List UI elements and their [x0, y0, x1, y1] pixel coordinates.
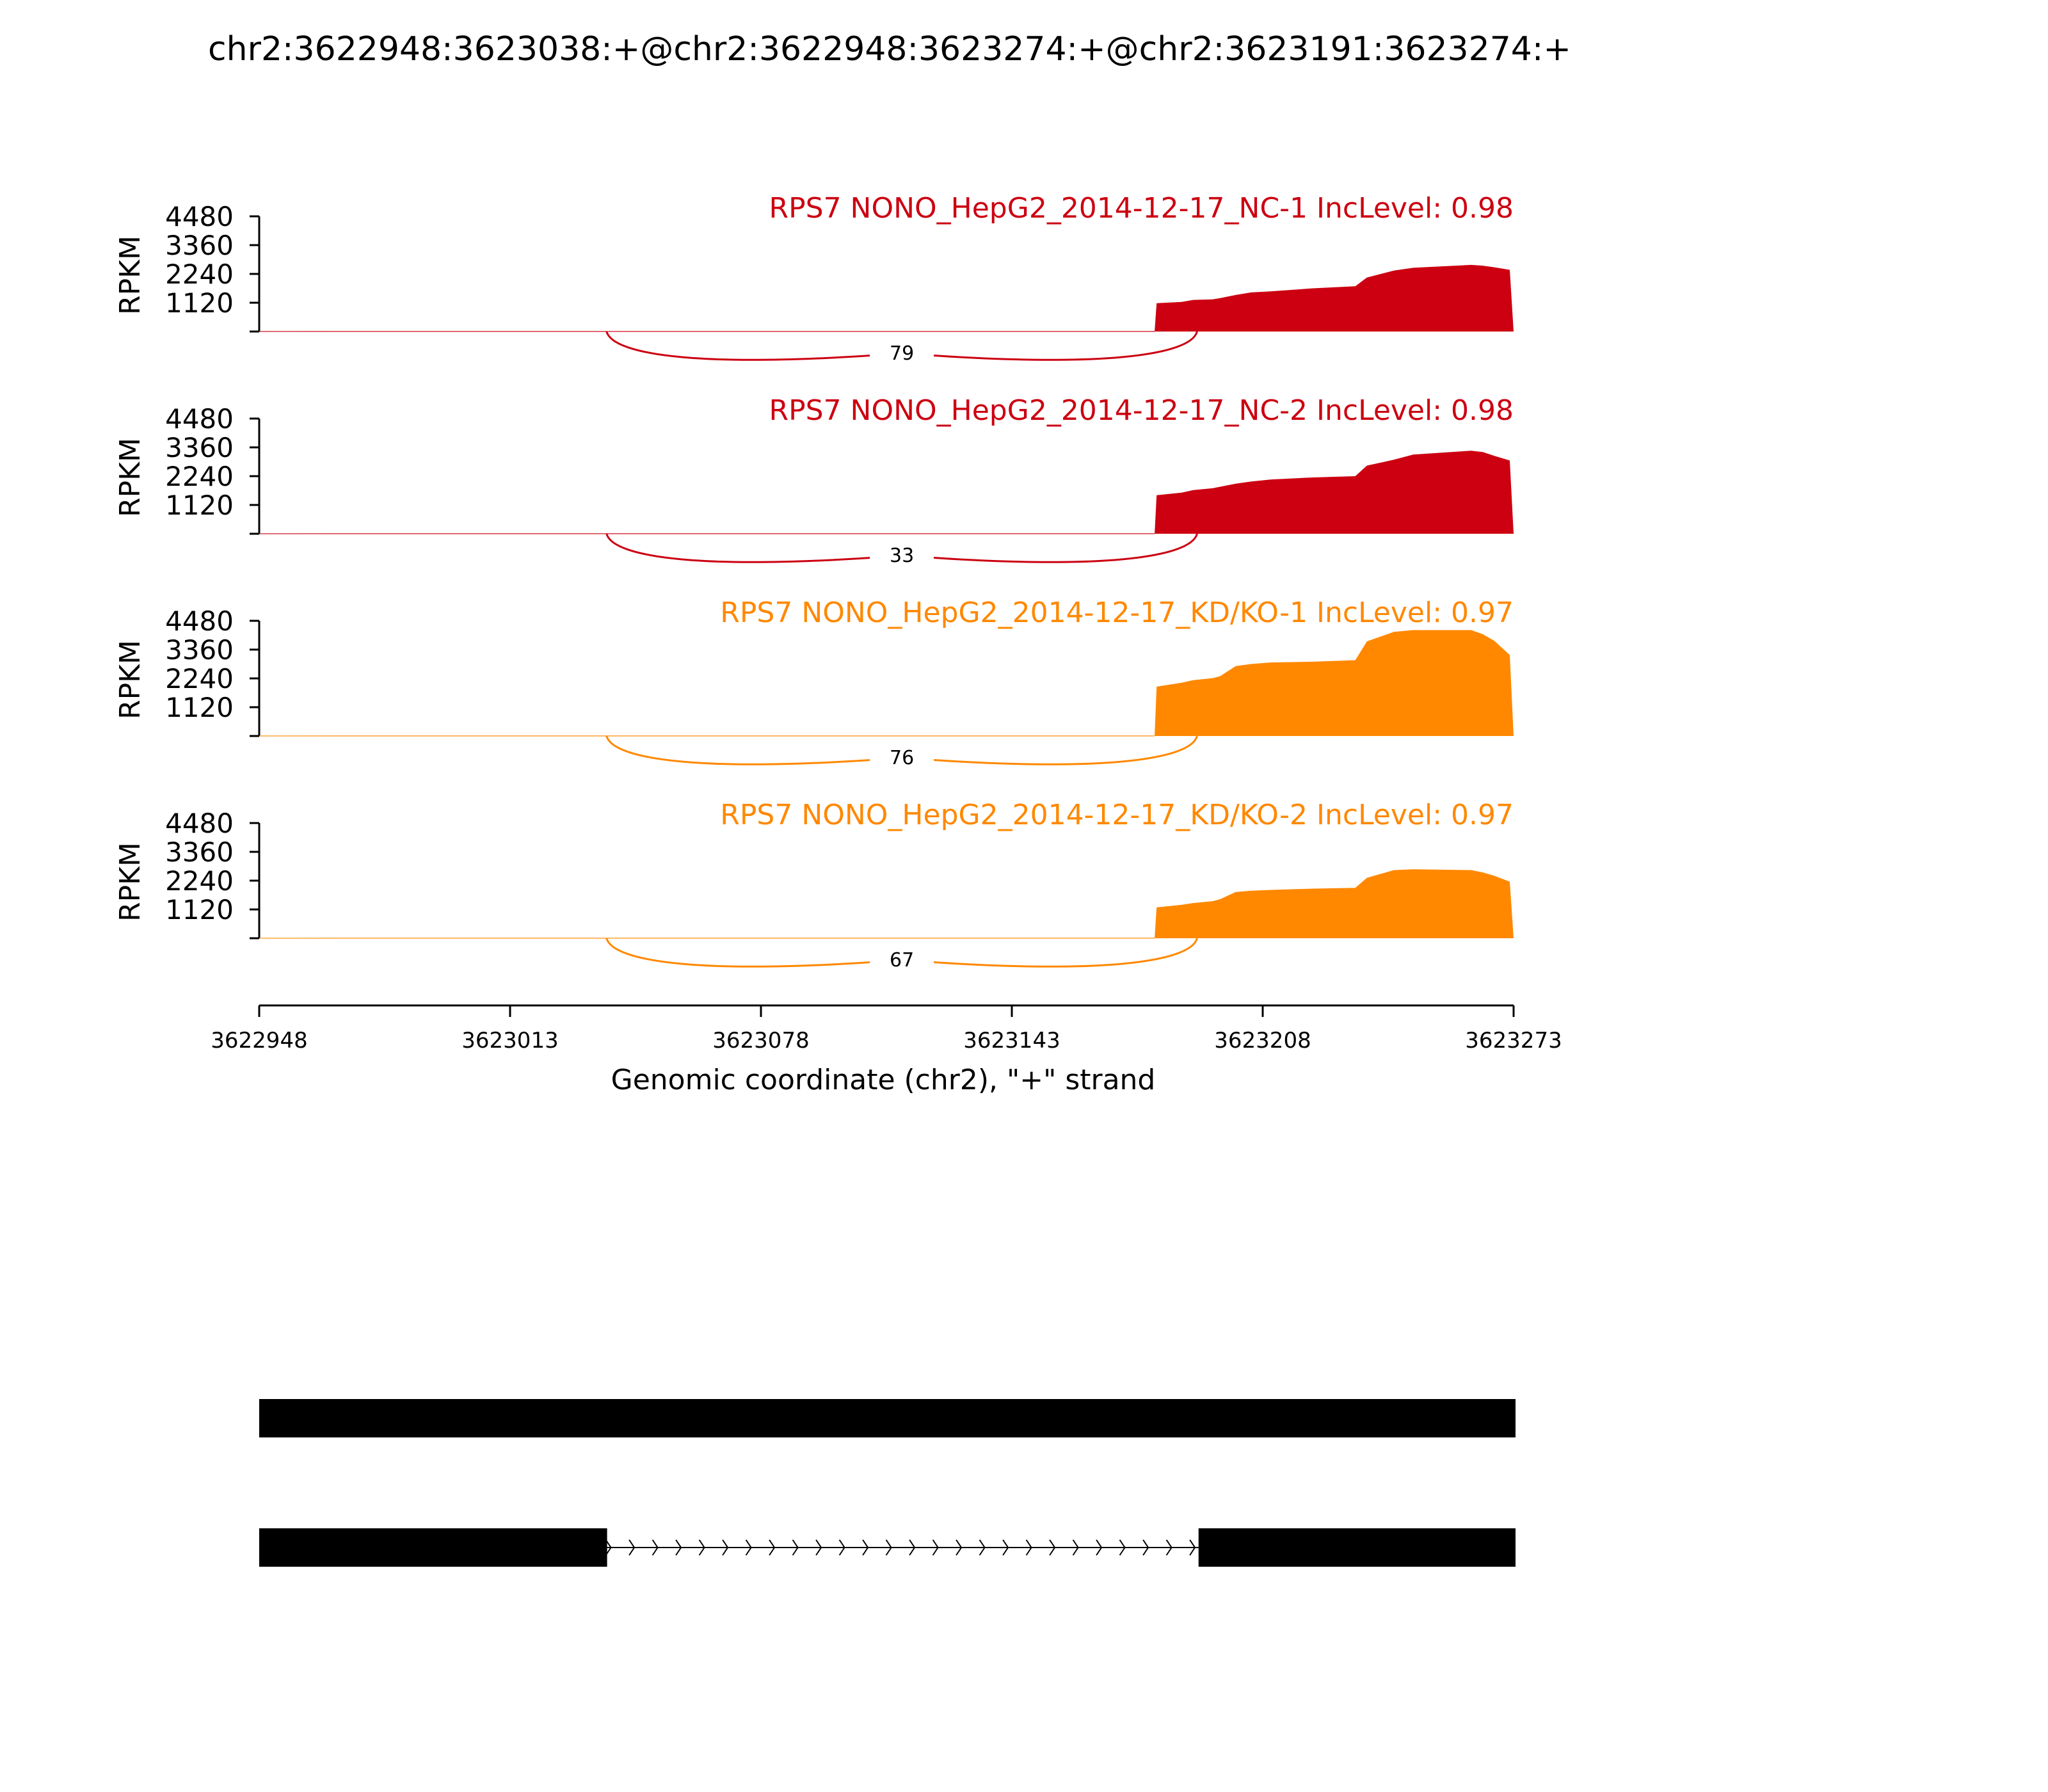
y-tick-label: 3360 — [165, 230, 234, 261]
y-axis-label: RPKM — [114, 236, 147, 315]
y-tick-label: 1120 — [165, 894, 234, 925]
y-tick-label: 3360 — [165, 634, 234, 666]
strand-arrow — [815, 1539, 822, 1556]
strand-arrow — [885, 1539, 892, 1556]
strand-arrow — [722, 1539, 729, 1556]
strand-arrow — [792, 1539, 799, 1556]
y-axis-label: RPKM — [114, 842, 147, 922]
strand-arrow — [838, 1539, 845, 1556]
strand-arrow — [862, 1539, 869, 1556]
y-tick-label: 3360 — [165, 432, 234, 463]
strand-arrow — [1002, 1539, 1009, 1556]
strand-arrow — [1142, 1539, 1149, 1556]
strand-arrow — [652, 1539, 659, 1556]
strand-arrow — [909, 1539, 916, 1556]
y-tick-label: 2240 — [165, 259, 234, 290]
x-axis: 3622948 3623013 3623078 3623143 3623208 36232… — [211, 1004, 1562, 1053]
y-tick-label: 4480 — [165, 403, 234, 435]
strand-arrow — [628, 1539, 636, 1556]
strand-arrow — [1025, 1539, 1032, 1556]
junction-count: 33 — [890, 545, 914, 567]
strand-arrow — [1096, 1539, 1103, 1556]
junction-label-bg — [870, 745, 934, 771]
x-tick-label: 3623208 — [1214, 1028, 1311, 1053]
strand-arrow — [698, 1539, 705, 1556]
y-tick-label: 4480 — [165, 605, 234, 637]
sample-label: RPS7 NONO_HepG2_2014-12-17_KD/KO-1 IncLe… — [720, 596, 1514, 629]
junction-count: 79 — [890, 342, 914, 365]
strand-arrow — [1165, 1539, 1172, 1556]
junction-count: 76 — [890, 747, 914, 769]
coverage-area — [259, 869, 1514, 938]
x-tick-label: 3623013 — [461, 1028, 558, 1053]
strand-arrow — [745, 1539, 752, 1556]
exon — [1198, 1528, 1516, 1567]
junction-count: 67 — [890, 949, 914, 972]
strand-arrow — [979, 1539, 986, 1556]
x-axis-label: Genomic coordinate (chr2), "+" strand — [611, 1064, 1156, 1096]
y-tick-label: 1120 — [165, 692, 234, 723]
coverage-area — [259, 451, 1514, 534]
junction-label-bg — [870, 340, 934, 366]
gene-model-2 — [259, 1528, 1516, 1567]
strand-arrow — [1189, 1539, 1196, 1556]
coverage-area — [259, 264, 1514, 332]
x-tick-label: 3623143 — [963, 1028, 1060, 1053]
gene-models — [259, 1399, 1516, 1567]
strand-arrow — [1119, 1539, 1126, 1556]
strand-arrow — [769, 1539, 776, 1556]
junction-label-bg — [870, 543, 934, 568]
y-tick-label: 2240 — [165, 663, 234, 694]
strand-arrow — [1049, 1539, 1056, 1556]
x-tick-label: 3622948 — [211, 1028, 307, 1053]
strand-arrow — [1072, 1539, 1079, 1556]
sample-label: RPS7 NONO_HepG2_2014-12-17_KD/KO-2 IncLe… — [720, 799, 1514, 831]
junction-label-bg — [870, 947, 934, 973]
y-tick-label: 3360 — [165, 836, 234, 868]
strand-arrow — [675, 1539, 682, 1556]
sample-label: RPS7 NONO_HepG2_2014-12-17_NC-2 IncLevel… — [769, 394, 1514, 427]
gene-model-1 — [259, 1399, 1516, 1437]
y-tick-label: 4480 — [165, 201, 234, 232]
y-tick-label: 1120 — [165, 490, 234, 521]
x-tick-label: 3623078 — [712, 1028, 809, 1053]
chart-title: chr2:3622948:3623038:+@chr2:3622948:3623… — [208, 30, 1571, 68]
y-tick-label: 2240 — [165, 461, 234, 492]
y-axis-label: RPKM — [114, 438, 147, 517]
y-axis-label: RPKM — [114, 640, 147, 719]
strand-arrow — [956, 1539, 963, 1556]
exon — [259, 1528, 607, 1567]
sample-label: RPS7 NONO_HepG2_2014-12-17_NC-1 IncLevel… — [769, 192, 1514, 225]
y-tick-label: 1120 — [165, 287, 234, 319]
y-tick-label: 2240 — [165, 865, 234, 897]
x-tick-label: 3623273 — [1465, 1028, 1562, 1053]
y-tick-label: 4480 — [165, 808, 234, 839]
strand-arrow — [932, 1539, 939, 1556]
strand-arrow — [605, 1539, 612, 1556]
exon — [259, 1399, 1516, 1437]
coverage-area — [259, 630, 1514, 736]
